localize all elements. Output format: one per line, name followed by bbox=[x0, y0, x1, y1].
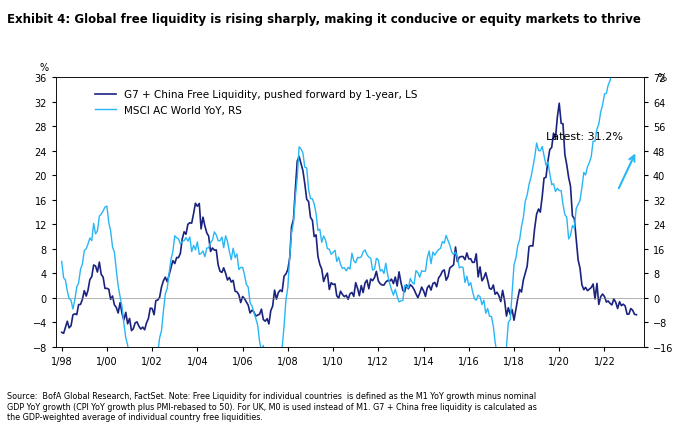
Y-axis label: %: % bbox=[40, 63, 49, 73]
Text: Latest: 31.2%: Latest: 31.2% bbox=[546, 132, 623, 141]
Legend: G7 + China Free Liquidity, pushed forward by 1-year, LS, MSCI AC World YoY, RS: G7 + China Free Liquidity, pushed forwar… bbox=[90, 86, 421, 119]
Line: G7 + China Free Liquidity, pushed forward by 1-year, LS: G7 + China Free Liquidity, pushed forwar… bbox=[62, 104, 636, 334]
Text: Exhibit 4: Global free liquidity is rising sharply, making it conducive or equit: Exhibit 4: Global free liquidity is risi… bbox=[7, 13, 641, 26]
Text: Source:  BofA Global Research, FactSet. Note: Free Liquidity for individual coun: Source: BofA Global Research, FactSet. N… bbox=[7, 391, 537, 421]
Line: MSCI AC World YoY, RS: MSCI AC World YoY, RS bbox=[62, 0, 636, 411]
Y-axis label: %: % bbox=[657, 73, 666, 83]
